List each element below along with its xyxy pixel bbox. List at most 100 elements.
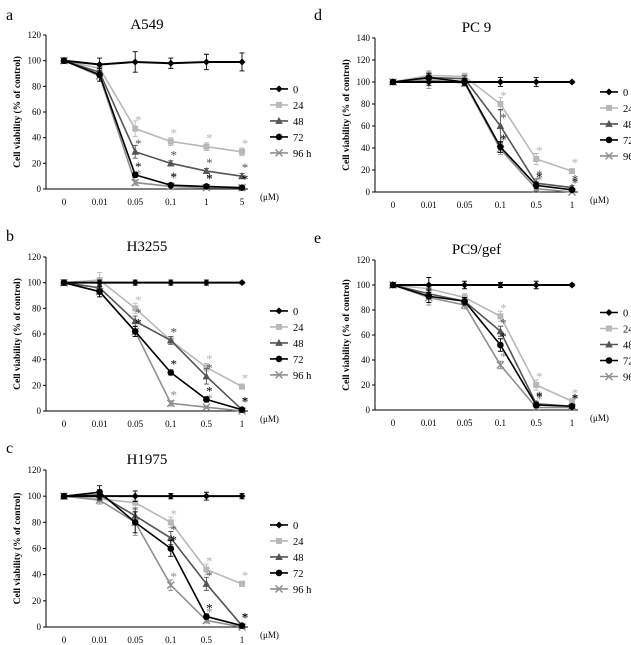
chart-title: H3255 (127, 239, 168, 255)
significance-star: * (206, 553, 213, 568)
legend-label: 24 (623, 325, 631, 336)
series-48: **** (60, 278, 248, 413)
series-line (392, 284, 573, 408)
data-point (167, 279, 175, 287)
significance-star: * (171, 170, 178, 185)
series-line (392, 284, 573, 402)
data-point (496, 327, 505, 335)
data-point (131, 492, 139, 500)
data-point (497, 143, 504, 151)
legend-marker (274, 584, 284, 593)
significance-star: * (536, 173, 543, 188)
series-0 (389, 277, 576, 293)
significance-star: * (171, 506, 178, 521)
significance-star: * (536, 392, 543, 407)
significance-star: * (135, 315, 142, 330)
significance-star: * (171, 126, 178, 141)
series-48: * * * (60, 489, 248, 629)
significance-star: * (572, 385, 579, 400)
data-point (131, 178, 140, 187)
data-point (389, 78, 397, 86)
legend: 0 24 48 72 96 h (270, 307, 312, 382)
legend-marker (605, 119, 613, 127)
x-tick-label: 0.05 (127, 419, 143, 429)
series-line (63, 495, 243, 585)
data-point (60, 57, 68, 65)
series-line (63, 59, 243, 177)
significance-star: * (500, 329, 507, 344)
data-point (202, 167, 211, 175)
data-point (238, 406, 246, 414)
data-point (203, 183, 210, 190)
series-72: * * * (60, 485, 249, 629)
x-axis-unit: (μM) (590, 413, 609, 423)
data-point (568, 402, 576, 410)
x-tick-label: 0.01 (92, 419, 108, 429)
y-tick-label: 0 (37, 184, 42, 194)
data-point (166, 399, 175, 408)
data-point (532, 78, 540, 86)
x-tick-label: 0.1 (165, 197, 176, 207)
series-96-h: * * * (388, 70, 578, 197)
data-point (425, 281, 433, 289)
data-point (96, 288, 103, 295)
series-line (392, 78, 573, 193)
x-tick-label: 0 (62, 635, 67, 645)
x-axis-unit: (μM) (260, 630, 279, 640)
y-tick-label: 60 (361, 121, 371, 131)
y-axis-label: Cell viability (% of control) (12, 278, 23, 390)
significance-star: * (572, 155, 579, 170)
series-line (63, 491, 243, 627)
data-point (131, 519, 139, 526)
significance-star: * (500, 315, 507, 330)
series-24: * * * (61, 493, 248, 587)
series-0 (389, 77, 576, 87)
legend-label: 48 (623, 120, 631, 131)
significance-star: * (572, 390, 579, 405)
significance-star: * (242, 568, 249, 583)
y-tick-label: 120 (357, 55, 371, 65)
significance-star: * (500, 133, 507, 148)
x-tick-label: 0.01 (421, 200, 437, 210)
significance-star: * (536, 143, 543, 158)
legend-label: 72 (623, 357, 631, 368)
significance-star: * (135, 113, 142, 128)
x-tick-label: 0 (391, 200, 396, 210)
significance-star: * (500, 349, 507, 364)
data-point (167, 181, 175, 189)
x-tick-label: 1 (570, 418, 575, 428)
data-point (532, 281, 540, 289)
y-axis-label: Cell viability (% of control) (12, 56, 23, 168)
legend: 0 24 48 72 96 h (600, 88, 631, 163)
data-point (132, 125, 139, 132)
x-tick-label: 5 (240, 197, 245, 207)
y-tick-label: 80 (32, 517, 42, 527)
significance-star: * (500, 88, 507, 103)
significance-star: * (572, 172, 579, 187)
data-point (497, 101, 504, 107)
legend-label: 0 (623, 88, 628, 99)
significance-star: * (206, 170, 213, 185)
data-point (131, 147, 139, 155)
legend-label: 96 h (293, 585, 312, 596)
data-point (167, 534, 175, 542)
significance-star: * (242, 610, 249, 625)
significance-star: * (171, 169, 178, 184)
series-0 (60, 490, 246, 502)
significance-star: * (171, 533, 178, 548)
data-point (203, 364, 210, 371)
y-axis-label: Cell viability (% of control) (12, 493, 23, 605)
series-48: *** (389, 281, 579, 410)
series-line (63, 279, 243, 388)
legend-marker (275, 307, 283, 315)
x-tick-label: 1 (240, 419, 245, 429)
data-point (96, 61, 104, 69)
data-point (202, 579, 211, 587)
data-point (131, 58, 139, 66)
x-tick-label: 0 (62, 419, 67, 429)
x-tick-label: 0.05 (457, 418, 473, 428)
y-tick-label: 100 (28, 278, 42, 288)
significance-star: * (536, 388, 543, 403)
data-point (131, 279, 139, 287)
